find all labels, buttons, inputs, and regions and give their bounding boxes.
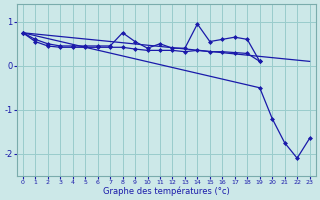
X-axis label: Graphe des températures (°c): Graphe des températures (°c): [103, 186, 229, 196]
